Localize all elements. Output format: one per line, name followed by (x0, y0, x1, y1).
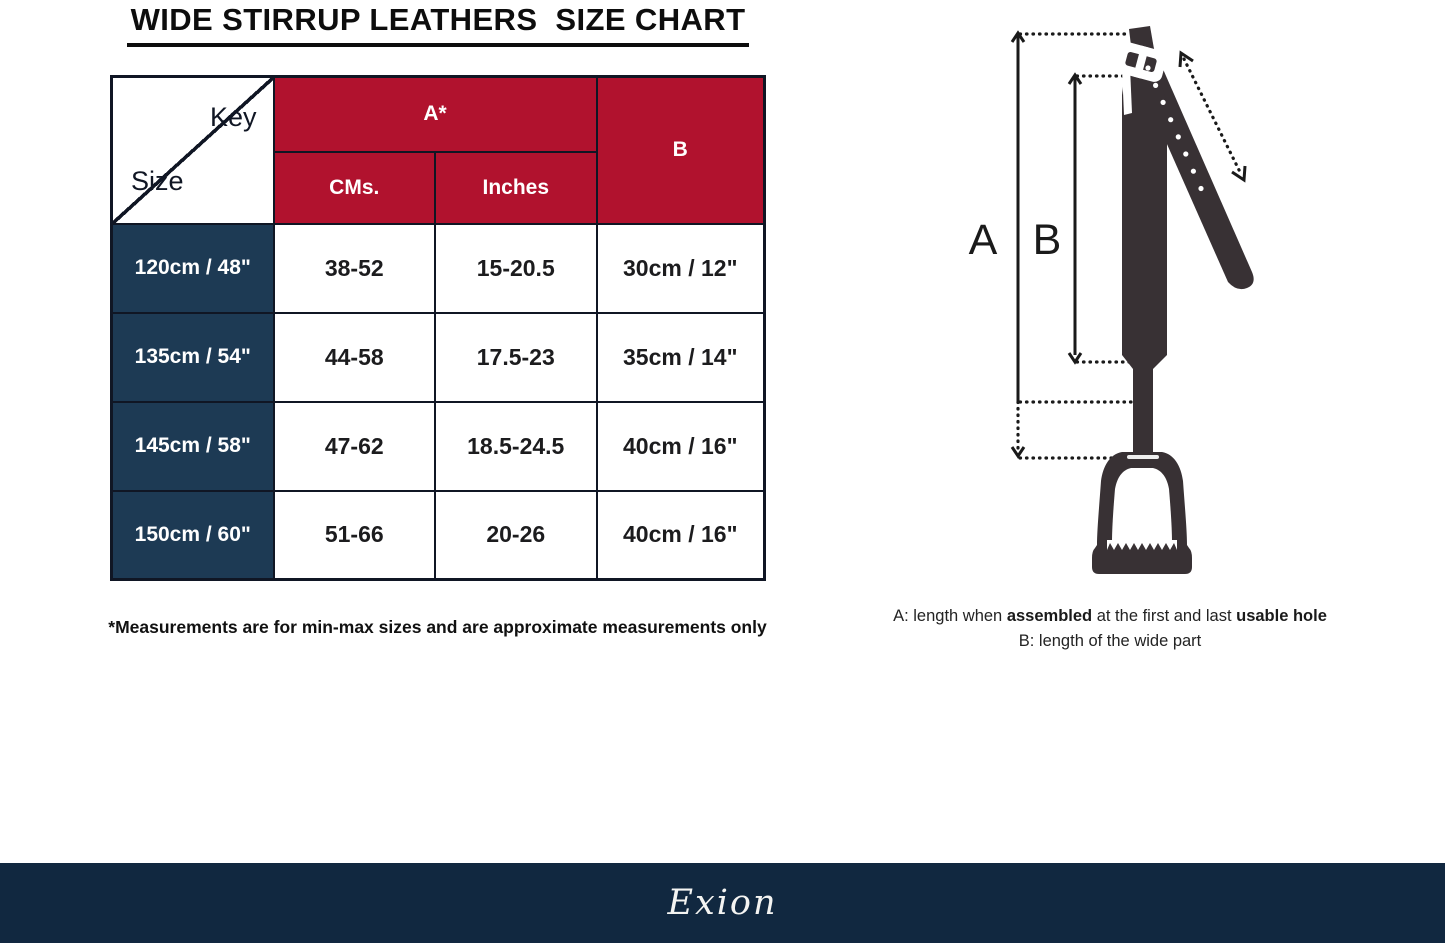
table-corner-cell: Key Size (110, 75, 275, 225)
corner-size-label: Size (131, 165, 184, 196)
inches-cell: 20-26 (434, 489, 598, 581)
b-cell: 35cm / 14" (595, 311, 766, 403)
size-cell: 145cm / 58" (110, 400, 275, 492)
page-title-text: WIDE STIRRUP LEATHERS SIZE CHART (126, 0, 750, 47)
page-title: WIDE STIRRUP LEATHERS SIZE CHART (110, 0, 766, 47)
stirrup-eye-slot (1127, 455, 1159, 459)
brand-footer: Exion (0, 863, 1445, 943)
b-cell: 30cm / 12" (595, 222, 766, 314)
header-a: A* (272, 75, 598, 153)
size-table: Key Size A* B CMs. Inches 120cm / 48" 38… (110, 75, 766, 581)
hole-span-arrow (1178, 50, 1247, 183)
cms-cell: 47-62 (272, 400, 436, 492)
diagram-caption: A: length when assembled at the first an… (830, 604, 1390, 653)
strap-wide-part (1122, 61, 1167, 369)
buckle-keeper (1122, 67, 1132, 115)
header-b: B (595, 75, 766, 225)
stirrup-leather-illustration (1092, 26, 1254, 574)
brand-logo: Exion (667, 883, 778, 923)
size-cell: 135cm / 54" (110, 311, 275, 403)
inches-cell: 18.5-24.5 (434, 400, 598, 492)
dimension-a-arrow (1010, 30, 1138, 460)
header-inches: Inches (434, 150, 598, 225)
b-cell: 40cm / 16" (595, 489, 766, 581)
strap-holes (1145, 65, 1204, 192)
size-cell: 150cm / 60" (110, 489, 275, 581)
measurements-footnote: *Measurements are for min-max sizes and … (108, 617, 767, 637)
cms-cell: 44-58 (272, 311, 436, 403)
caption-line-b: B: length of the wide part (1018, 631, 1202, 650)
header-cms: CMs. (272, 150, 436, 225)
table-row: 135cm / 54" 44-58 17.5-23 35cm / 14" (110, 311, 766, 403)
b-cell: 40cm / 16" (595, 400, 766, 492)
corner-diagonal-line (113, 78, 273, 223)
table-row: 150cm / 60" 51-66 20-26 40cm / 16" (110, 489, 766, 581)
table-row: 120cm / 48" 38-52 15-20.5 30cm / 12" (110, 222, 766, 314)
inches-cell: 17.5-23 (434, 311, 598, 403)
stirrup-tread-serration (1107, 543, 1177, 550)
size-cell: 120cm / 48" (110, 222, 275, 314)
stirrup-leather-diagram: A B (969, 26, 1254, 574)
corner-key-label: Key (209, 102, 257, 132)
diagram-label-b: B (1033, 216, 1062, 264)
inches-cell: 15-20.5 (434, 222, 598, 314)
cms-cell: 51-66 (272, 489, 436, 581)
cms-cell: 38-52 (272, 222, 436, 314)
dimension-b-arrow (1067, 72, 1136, 365)
caption-line-a: A: length when assembled at the first an… (893, 607, 1327, 625)
stirrup-iron (1092, 452, 1192, 574)
table-row: 145cm / 58" 47-62 18.5-24.5 40cm / 16" (110, 400, 766, 492)
strap-thin-part (1133, 367, 1153, 463)
diagram-label-a: A (969, 216, 998, 264)
